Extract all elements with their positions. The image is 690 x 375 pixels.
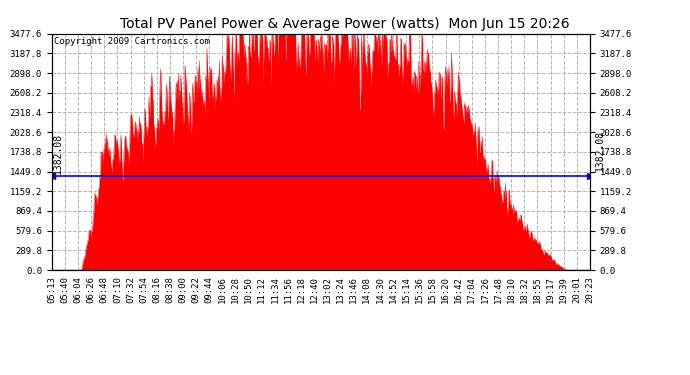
Text: Total PV Panel Power & Average Power (watts)  Mon Jun 15 20:26: Total PV Panel Power & Average Power (wa… — [120, 17, 570, 31]
Text: Copyright 2009 Cartronics.com: Copyright 2009 Cartronics.com — [55, 37, 210, 46]
Text: 1382.08: 1382.08 — [595, 130, 605, 171]
Text: 1382.08: 1382.08 — [53, 133, 63, 174]
